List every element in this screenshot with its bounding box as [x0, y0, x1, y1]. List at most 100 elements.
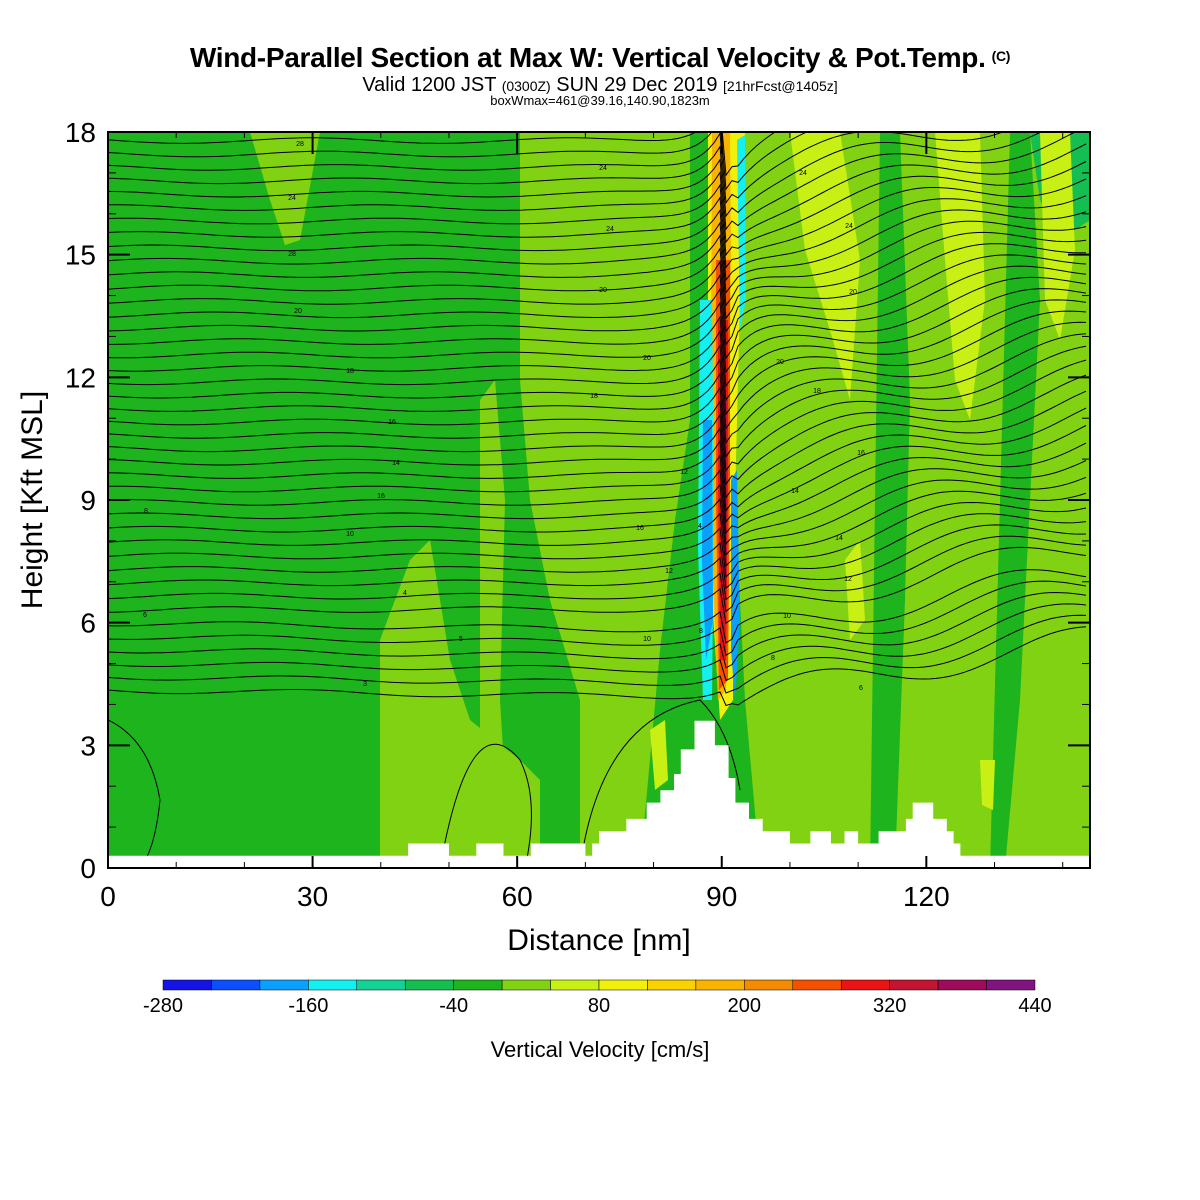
theta-contour-line — [108, 476, 1087, 556]
theta-label: 14 — [791, 488, 799, 495]
colorbar-swatch — [792, 979, 842, 991]
valid-prefix: Valid 1200 JST — [362, 74, 497, 96]
theta-contour-line — [108, 132, 777, 177]
colorbar-swatch — [889, 979, 939, 991]
theta-label: 12 — [844, 576, 852, 583]
theta-contour-line — [108, 374, 1087, 486]
velocity-patch — [790, 132, 860, 400]
wave-core-band — [702, 420, 713, 660]
colorbar-swatch — [598, 979, 648, 991]
colorbar-swatch — [162, 979, 212, 991]
x-axis-label: Distance [nm] — [507, 924, 690, 957]
theta-label: 16 — [636, 525, 644, 532]
theta-label: 16 — [377, 493, 385, 500]
velocity-patch — [935, 132, 985, 420]
theta-label: 18 — [813, 388, 821, 395]
theta-contour-line — [108, 359, 1087, 472]
colorbar-swatch — [744, 979, 794, 991]
y-tick-label: 0 — [80, 853, 96, 884]
x-tick-label: 0 — [100, 881, 116, 912]
theta-contour-line — [108, 719, 161, 868]
theta-label: 3 — [363, 681, 367, 688]
velocity-patch — [650, 720, 668, 790]
y-tick-label: 15 — [65, 240, 96, 271]
wave-core-band — [737, 135, 746, 330]
y-tick-label: 12 — [65, 362, 96, 393]
theta-contour-line — [108, 143, 1087, 244]
colorbar-swatch — [986, 979, 1036, 991]
theta-label: 5 — [459, 636, 463, 643]
theta-label: 24 — [288, 195, 296, 202]
theta-label: 20 — [294, 308, 302, 315]
valid-utc: (0300Z) — [501, 78, 551, 94]
theta-label: 8 — [144, 508, 148, 515]
theta-contour-line — [108, 390, 1087, 499]
chart-title: Wind-Parallel Section at Max W: Vertical… — [0, 42, 1200, 74]
theta-label: 16 — [388, 419, 396, 426]
theta-contour-line — [108, 407, 1087, 512]
theta-contour-line — [108, 243, 1087, 333]
theta-label: 18 — [590, 393, 598, 400]
theta-label: 14 — [392, 460, 400, 467]
chart-title-text: Wind-Parallel Section at Max W: Vertical… — [189, 42, 986, 73]
theta-label: 4 — [403, 590, 407, 597]
colorbar-tick-label: 320 — [873, 995, 906, 1017]
theta-contour-line — [108, 132, 1077, 231]
theta-contour-line — [108, 442, 1087, 535]
theta-label: 20 — [849, 289, 857, 296]
colorbar-tick-label: 440 — [1018, 995, 1051, 1017]
y-tick-label: 9 — [80, 485, 96, 516]
axes: 0 30 60 90 120 0 3 6 9 12 15 18 Distance [nm] Height … — [16, 117, 1090, 957]
theta-contour-line — [108, 254, 1087, 346]
theta-contour-line — [108, 299, 1087, 402]
y-axis-label: Height [Kft MSL] — [16, 391, 49, 609]
theta-contour-line — [108, 535, 1087, 613]
theta-contour-line — [108, 580, 1087, 656]
theta-label: 4 — [698, 523, 702, 530]
colorbar-swatch — [453, 979, 503, 991]
colorbar-swatch — [695, 979, 745, 991]
theta-contour-line — [108, 178, 1087, 269]
theta-contour-line — [108, 132, 1005, 205]
theta-contour-line — [439, 743, 532, 868]
box-info-line: boxWmax=461@39.16,140.90,1823m — [0, 93, 1200, 108]
colorbar-swatch — [937, 979, 987, 991]
theta-contour-line — [108, 321, 1087, 430]
colorbar-swatch — [308, 979, 358, 991]
copyright-mark: (C) — [991, 48, 1011, 64]
theta-contour-line — [108, 195, 1087, 282]
theta-label: 16 — [857, 450, 865, 457]
theta-contour-line — [108, 161, 1087, 257]
theta-contour-line — [108, 569, 1087, 644]
theta-label: 12 — [665, 568, 673, 575]
theta-label: 18 — [346, 368, 354, 375]
theta-contour-line — [108, 231, 1087, 320]
y-tick-label: 18 — [65, 117, 96, 148]
x-tick-label: 60 — [502, 881, 533, 912]
theta-contours — [108, 132, 1087, 868]
valid-date: SUN 29 Dec 2019 — [556, 74, 718, 96]
theta-contour-line — [108, 460, 1087, 546]
y-tick-label: 3 — [80, 730, 96, 761]
theta-label: 12 — [680, 469, 688, 476]
theta-label: 24 — [599, 165, 607, 172]
x-tick-label: 120 — [903, 881, 950, 912]
theta-label: 24 — [606, 226, 614, 233]
colorbar-label: Vertical Velocity [cm/s] — [491, 1037, 710, 1062]
plot-area: 28 24 28 20 18 16 14 16 10 8 6 4 3 24 24 20 20 18 12 16 12 10… — [108, 132, 1090, 868]
velocity-patch — [980, 760, 995, 810]
colorbar-swatch — [259, 979, 309, 991]
theta-label: 28 — [296, 141, 304, 148]
colorbar-swatch — [501, 979, 551, 991]
theta-contour-line — [108, 626, 1087, 707]
theta-contour-line — [108, 132, 1042, 218]
colorbar-tick-label: -160 — [288, 995, 328, 1017]
theta-label: 28 — [288, 251, 296, 258]
colorbar-swatch — [356, 979, 406, 991]
theta-contour-line — [108, 614, 1087, 694]
theta-label: 8 — [771, 655, 775, 662]
x-tick-label: 90 — [706, 881, 737, 912]
theta-label: 14 — [835, 535, 843, 542]
colorbar-swatch — [647, 979, 697, 991]
